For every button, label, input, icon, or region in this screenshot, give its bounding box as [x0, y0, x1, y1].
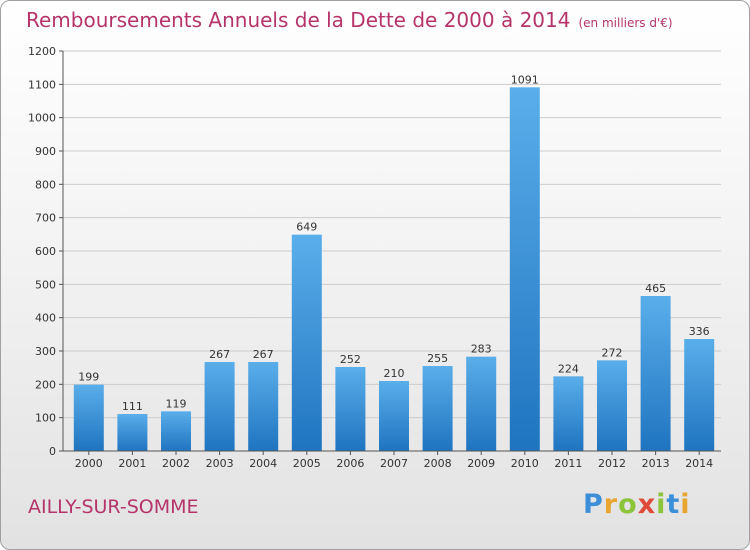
x-tick-label-2012: 2012 [598, 457, 626, 470]
y-tick-label: 0 [49, 445, 56, 458]
bar-2007 [379, 381, 409, 451]
chart-subtitle: (en milliers d'€) [578, 16, 673, 30]
y-tick-label: 900 [35, 145, 56, 158]
bar-2013 [640, 296, 671, 451]
x-tick-label-2006: 2006 [336, 457, 364, 470]
y-tick-label: 800 [35, 178, 56, 191]
y-tick-label: 600 [35, 245, 56, 258]
data-label-2008: 255 [427, 352, 448, 365]
data-label-2009: 283 [471, 343, 492, 356]
x-tick-label-2011: 2011 [554, 457, 582, 470]
x-tick-label-2014: 2014 [685, 457, 713, 470]
y-tick-label: 200 [35, 378, 56, 391]
x-axis-ticks: 2000 2001 2002 2003 2004 2005 2006 2007 2008 2009… [75, 451, 713, 470]
x-tick-label-2003: 2003 [206, 457, 234, 470]
bar-2014 [684, 339, 715, 451]
data-label-2004: 267 [253, 348, 274, 361]
data-label-2014: 336 [689, 325, 710, 338]
bar-2006 [335, 367, 366, 451]
data-label-2003: 267 [209, 348, 230, 361]
y-tick-label: 700 [35, 212, 56, 225]
proxiti-logo: Proxiti [583, 489, 691, 520]
bar-2008 [422, 366, 453, 451]
data-label-2002: 119 [166, 397, 187, 410]
bar-2001 [117, 414, 148, 451]
x-tick-label-2009: 2009 [467, 457, 495, 470]
bar-2010 [509, 87, 540, 451]
y-axis-ticks: 0 100 200 300 400 500 600 700 800 900 1000 1100 1200 [28, 45, 63, 458]
x-tick-label-2013: 2013 [642, 457, 670, 470]
bar-2012 [597, 360, 627, 451]
bar-2002 [161, 411, 191, 451]
x-tick-label-2002: 2002 [162, 457, 190, 470]
data-label-2012: 272 [602, 346, 623, 359]
data-label-2013: 465 [645, 282, 666, 295]
axes [62, 51, 721, 452]
x-tick-label-2004: 2004 [249, 457, 277, 470]
x-tick-label-2007: 2007 [380, 457, 408, 470]
x-tick-label-2001: 2001 [118, 457, 146, 470]
chart-title: Remboursements Annuels de la Dette de 20… [26, 8, 571, 32]
data-label-2001: 111 [122, 400, 143, 413]
y-tick-label: 1100 [28, 78, 56, 91]
data-label-2010: 1091 [511, 73, 539, 86]
x-tick-label-2010: 2010 [511, 457, 539, 470]
y-tick-label: 1200 [28, 45, 56, 58]
data-label-2005: 649 [296, 221, 317, 234]
y-tick-label: 300 [35, 345, 56, 358]
data-label-2007: 210 [384, 367, 405, 380]
bars [73, 87, 715, 451]
bar-2009 [466, 356, 497, 451]
bar-2005 [291, 234, 322, 451]
bar-2000 [73, 384, 104, 451]
y-tick-label: 500 [35, 278, 56, 291]
y-tick-label: 1000 [28, 112, 56, 125]
y-tick-label: 100 [35, 412, 56, 425]
x-tick-label-2000: 2000 [75, 457, 103, 470]
bar-2011 [553, 376, 584, 451]
x-tick-label-2008: 2008 [424, 457, 452, 470]
y-tick-label: 400 [35, 312, 56, 325]
bar-2004 [248, 362, 279, 451]
data-label-2000: 199 [78, 371, 99, 384]
chart-title-block: Remboursements Annuels de la Dette de 20… [26, 8, 673, 32]
x-tick-label-2005: 2005 [293, 457, 321, 470]
data-labels: 199 111 119 267 267 649 252 210 255 283 1091 224 272… [78, 73, 709, 413]
bar-2003 [204, 362, 235, 451]
data-label-2011: 224 [558, 362, 579, 375]
data-label-2006: 252 [340, 353, 361, 366]
commune-name: AILLY-SUR-SOMME [28, 496, 199, 518]
